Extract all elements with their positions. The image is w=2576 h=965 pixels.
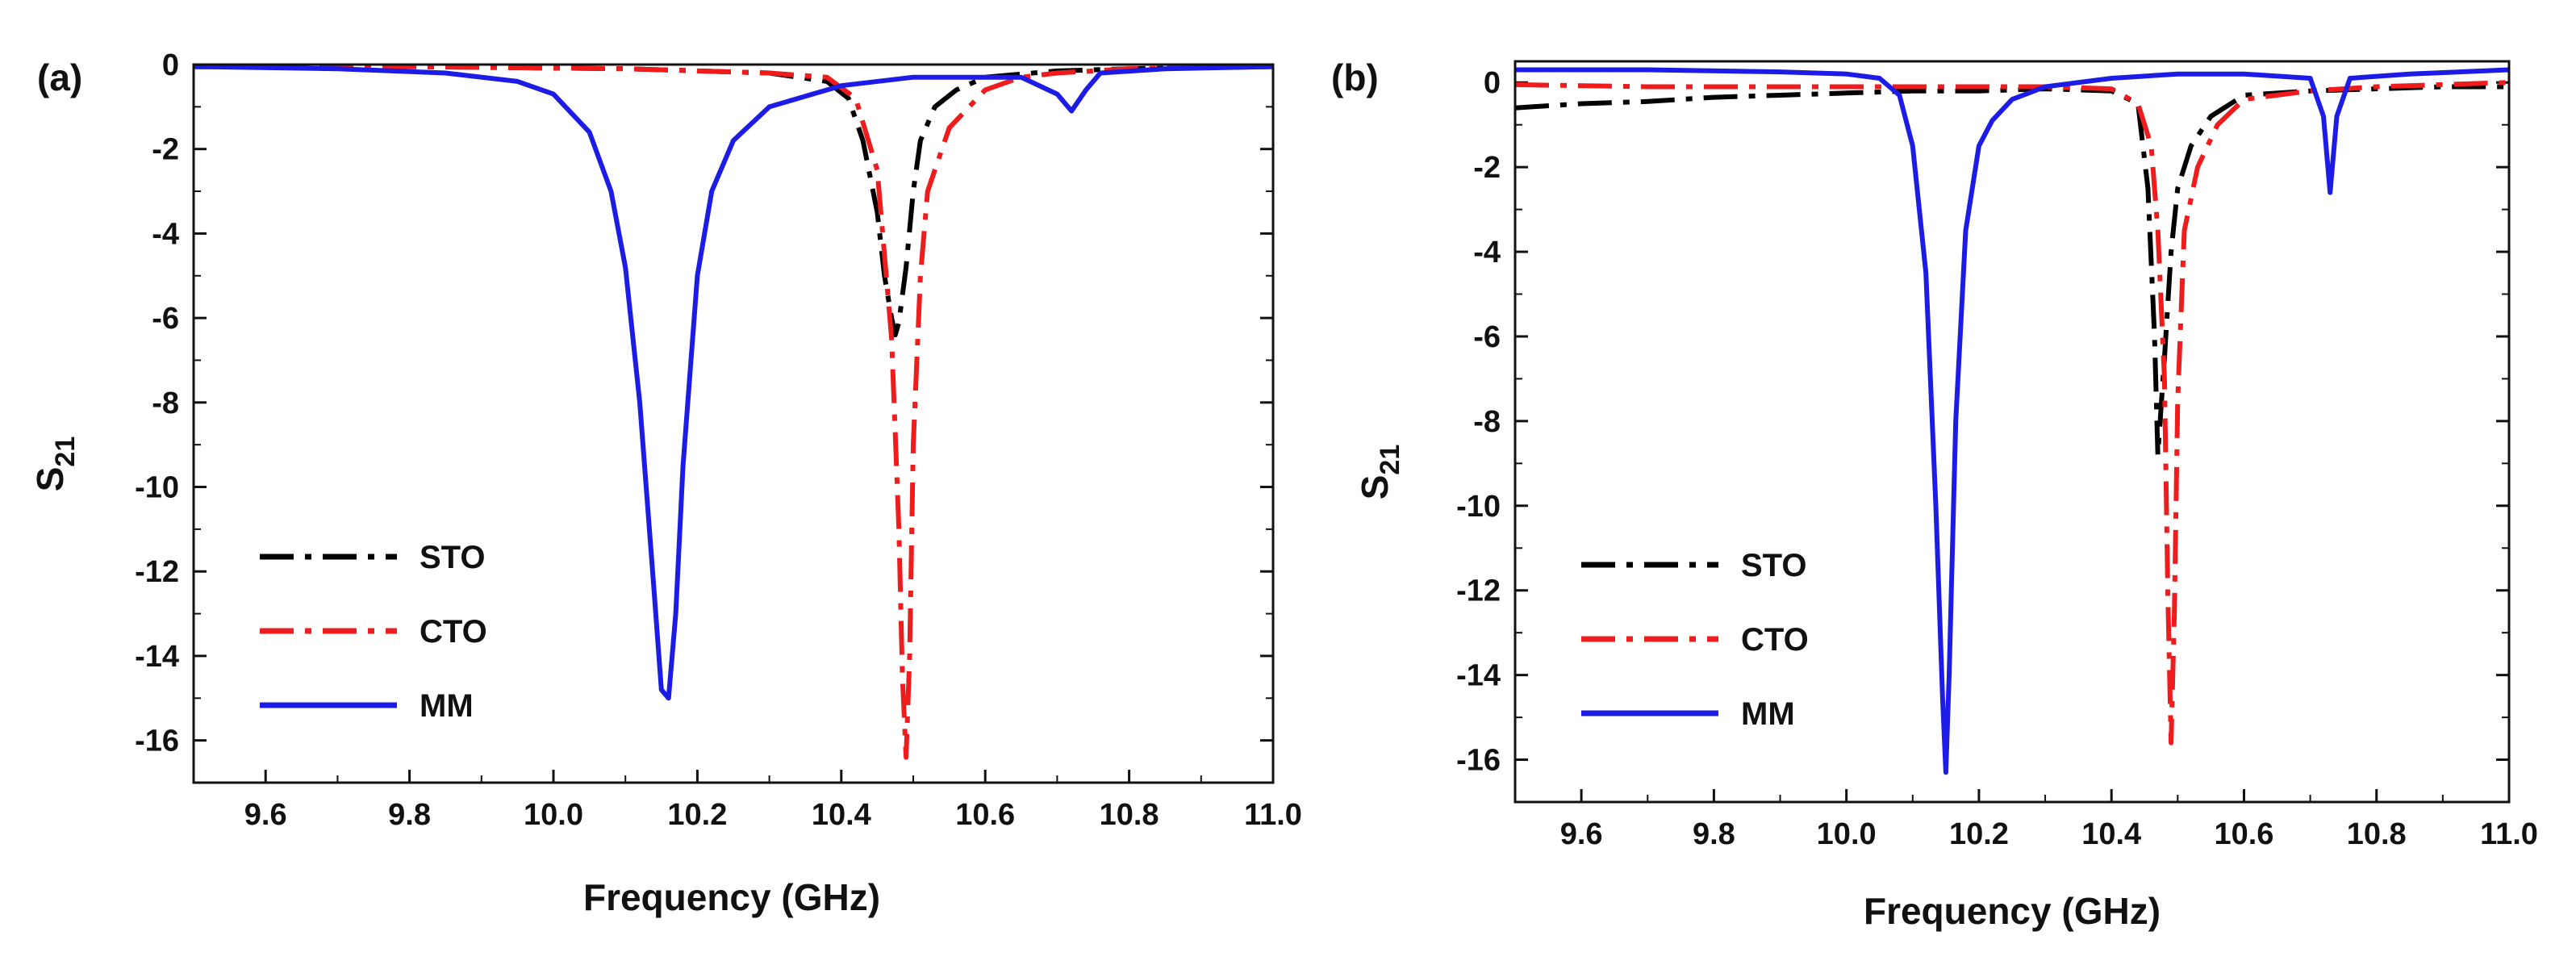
- plot-frame-b: [1513, 60, 2511, 804]
- x-tick-label-b: 9.8: [1693, 817, 1735, 851]
- y-tick-label-a: -8: [152, 386, 179, 420]
- y-tick-label-a: -10: [135, 471, 179, 505]
- x-tick-label-a: 9.6: [244, 798, 287, 832]
- series-line-sto-b: [1514, 84, 2509, 457]
- y-axis-title-main-b: S: [1354, 475, 1396, 500]
- legend-label-cto-b: CTO: [1741, 622, 1809, 658]
- y-axis-title-a: S21: [29, 437, 81, 492]
- x-axis-title-b: Frequency (GHz): [1864, 890, 2161, 932]
- legend-b: STO CTO MM: [1581, 548, 1809, 732]
- y-tick-label-a: -12: [135, 555, 179, 589]
- plot-frame-a: [192, 63, 1275, 784]
- y-tick-label-a: -2: [152, 133, 179, 167]
- axis-ticks-b: 9.6 9.8 10.0 10.2 10.4 10.6 10.8 11.0 0 -2 -4 -6 -8 -…: [1456, 66, 2538, 851]
- y-tick-label-b: -14: [1456, 659, 1501, 693]
- legend-a: STO CTO MM: [260, 540, 487, 724]
- x-tick-label-b: 10.0: [1817, 817, 1877, 851]
- series-group-a: [193, 64, 1274, 760]
- x-tick-label-a: 10.4: [812, 798, 871, 832]
- x-tick-label-b: 10.8: [2347, 817, 2407, 851]
- y-tick-label-b: -16: [1456, 744, 1501, 778]
- chart-panel-a: (a) S21 Frequency (GHz) 9.6 9.8 10.0 10.2 10…: [29, 48, 1302, 918]
- panel-label-b: (b): [1331, 56, 1379, 98]
- series-group-b: [1514, 67, 2510, 775]
- x-tick-label-b: 11.0: [2480, 817, 2538, 851]
- x-tick-label-b: 9.6: [1560, 817, 1603, 851]
- y-tick-label-b: -10: [1456, 490, 1501, 524]
- y-axis-title-b: S21: [1354, 445, 1405, 500]
- y-tick-label-a: 0: [162, 48, 179, 82]
- x-tick-label-a: 11.0: [1244, 798, 1302, 832]
- x-tick-label-a: 10.8: [1100, 798, 1159, 832]
- y-tick-label-b: 0: [1484, 66, 1501, 100]
- x-tick-label-a: 9.8: [388, 798, 431, 832]
- y-tick-label-a: -6: [152, 302, 179, 336]
- x-axis-title-a: Frequency (GHz): [583, 876, 880, 918]
- svg-text:S21: S21: [1354, 445, 1405, 500]
- legend-label-mm-a: MM: [420, 688, 474, 724]
- y-axis-title-sub-b: 21: [1375, 445, 1405, 475]
- y-tick-label-a: -14: [135, 640, 179, 674]
- legend-label-mm-b: MM: [1741, 696, 1795, 732]
- series-line-cto-a: [194, 64, 1274, 760]
- legend-label-sto-a: STO: [420, 540, 486, 575]
- y-tick-label-b: -4: [1473, 236, 1501, 269]
- series-line-sto-a: [194, 64, 1274, 338]
- svg-text:S21: S21: [29, 437, 81, 492]
- x-tick-label-b: 10.2: [1949, 817, 2009, 851]
- panel-label-a: (a): [37, 56, 82, 98]
- series-line-mm-a: [193, 64, 1274, 701]
- y-tick-label-b: -8: [1473, 405, 1501, 439]
- y-axis-title-sub-a: 21: [50, 437, 81, 467]
- x-tick-label-b: 10.6: [2214, 817, 2273, 851]
- y-axis-title-main-a: S: [29, 467, 71, 492]
- legend-label-sto-b: STO: [1741, 548, 1807, 583]
- axis-ticks-a: 9.6 9.8 10.0 10.2 10.4 10.6 10.8 11.0 0 -2 -4 -6 -8 -…: [135, 48, 1302, 832]
- y-tick-label-b: -12: [1456, 574, 1501, 608]
- x-tick-label-a: 10.6: [955, 798, 1015, 832]
- x-tick-label-b: 10.4: [2081, 817, 2141, 851]
- y-tick-label-b: -2: [1473, 151, 1501, 185]
- y-tick-label-a: -16: [135, 725, 179, 758]
- chart-panel-b: (b) S21 Frequency (GHz) 9.6 9.8 10.0 10.2 10…: [1331, 56, 2538, 932]
- series-line-mm-b: [1515, 67, 2510, 775]
- series-line-cto-b: [1514, 80, 2510, 746]
- x-tick-label-a: 10.2: [667, 798, 727, 832]
- y-tick-label-a: -4: [152, 217, 179, 251]
- legend-label-cto-a: CTO: [420, 614, 487, 650]
- x-tick-label-a: 10.0: [524, 798, 583, 832]
- y-tick-label-b: -6: [1473, 320, 1501, 354]
